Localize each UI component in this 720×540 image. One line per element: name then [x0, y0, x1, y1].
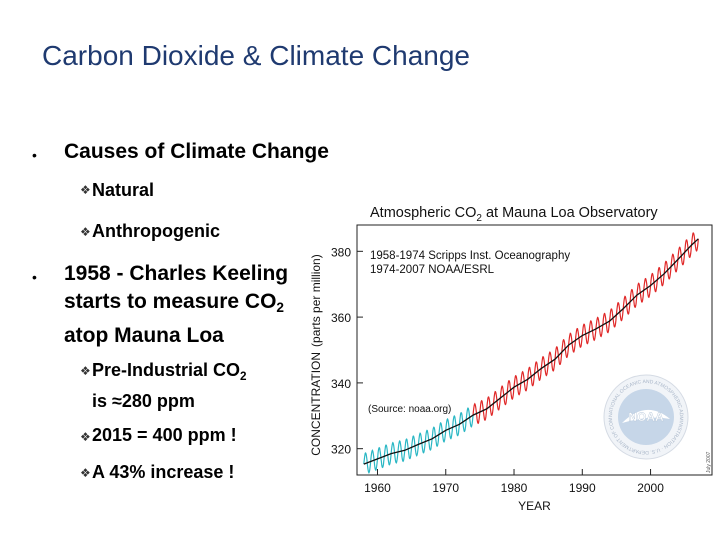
plot-frame [356, 224, 713, 476]
chart-title-subscript: 2 [476, 213, 482, 224]
chart-title-rest: at Mauna Loa Observatory [482, 205, 658, 221]
corner-date-stamp: July 2007 [706, 451, 712, 473]
chart-title: Atmospheric CO2 at Mauna Loa Observatory [370, 205, 658, 224]
y-tick-label: 320 [331, 443, 351, 457]
preindustrial-line-2: is ≈280 ppm [92, 391, 195, 411]
y-axis-label-unit: (parts per million) [309, 254, 323, 347]
co2-chart: Atmospheric CO2 at Mauna Loa Observatory… [300, 195, 713, 513]
chart-title-main: Atmospheric CO [370, 205, 476, 221]
bullet-marker: • [32, 269, 37, 285]
x-tick-label: 2000 [637, 481, 664, 495]
legend-entry: 1974-2007 NOAA/ESRL [370, 264, 495, 276]
y-tick-label: 380 [331, 245, 351, 259]
x-tick-label: 1960 [364, 481, 391, 495]
svg-text:CONCENTRATION(parts per millio: CONCENTRATION (parts per million) [309, 254, 323, 455]
y-axis-label-main: CONCENTRATION [309, 352, 323, 456]
source-note: (Source: noaa.org) [368, 404, 451, 415]
co2-subscript: 2 [276, 300, 285, 315]
sub-bullet-anthropogenic: Anthropogenic [92, 221, 220, 241]
y-tick-label: 340 [331, 377, 351, 391]
keeling-line-2-text: starts to measure CO [64, 290, 277, 313]
keeling-line-3: atop Mauna Loa [64, 324, 224, 347]
co2-subscript: 2 [240, 370, 247, 383]
sub-bullet-natural: Natural [92, 180, 155, 200]
diamond-bullet-icon: ❖ [80, 364, 91, 378]
noaa-logo-text: NOAA [628, 410, 664, 424]
keeling-line-2: starts to measure CO2 [64, 288, 288, 322]
x-tick-label: 1980 [501, 481, 528, 495]
diamond-bullet-icon: ❖ [80, 183, 91, 197]
annual-mean-trend-line [363, 238, 699, 465]
y-tick-label: 360 [331, 311, 351, 325]
x-axis-label: YEAR [518, 499, 551, 513]
plot-area: NATIONAL OCEANIC AND ATMOSPHERIC ADMINIS… [300, 195, 713, 513]
noaa-bird-icon [622, 409, 670, 423]
slide-title: Carbon Dioxide & Climate Change [42, 40, 470, 71]
keeling-line-1: 1958 - Charles Keeling [64, 262, 289, 285]
diamond-bullet-icon: ❖ [80, 225, 91, 239]
bullet-causes: Causes of Climate Change [64, 140, 329, 163]
y-axis-label: CONCENTRATION (parts per million) [309, 254, 323, 455]
legend-entry: 1958-1974 Scripps Inst. Oceanography [370, 250, 570, 262]
diamond-bullet-icon: ❖ [80, 466, 91, 480]
x-tick-label: 1990 [569, 481, 596, 495]
diamond-bullet-icon: ❖ [80, 430, 91, 444]
preindustrial-line-1: Pre-Industrial CO2 [92, 358, 247, 389]
bullet-marker: • [32, 147, 37, 163]
sub-bullet-increase: A 43% increase ! [92, 462, 235, 482]
x-tick-label: 1970 [432, 481, 459, 495]
co2-series-line [363, 407, 474, 474]
preindustrial-line-1-text: Pre-Industrial CO [92, 360, 241, 380]
sub-bullet-2015: 2015 = 400 ppm ! [92, 425, 237, 445]
sub-bullet-preindustrial: Pre-Industrial CO2 is ≈280 ppm [92, 358, 247, 413]
bullet-keeling: 1958 - Charles Keeling starts to measure… [64, 260, 288, 350]
